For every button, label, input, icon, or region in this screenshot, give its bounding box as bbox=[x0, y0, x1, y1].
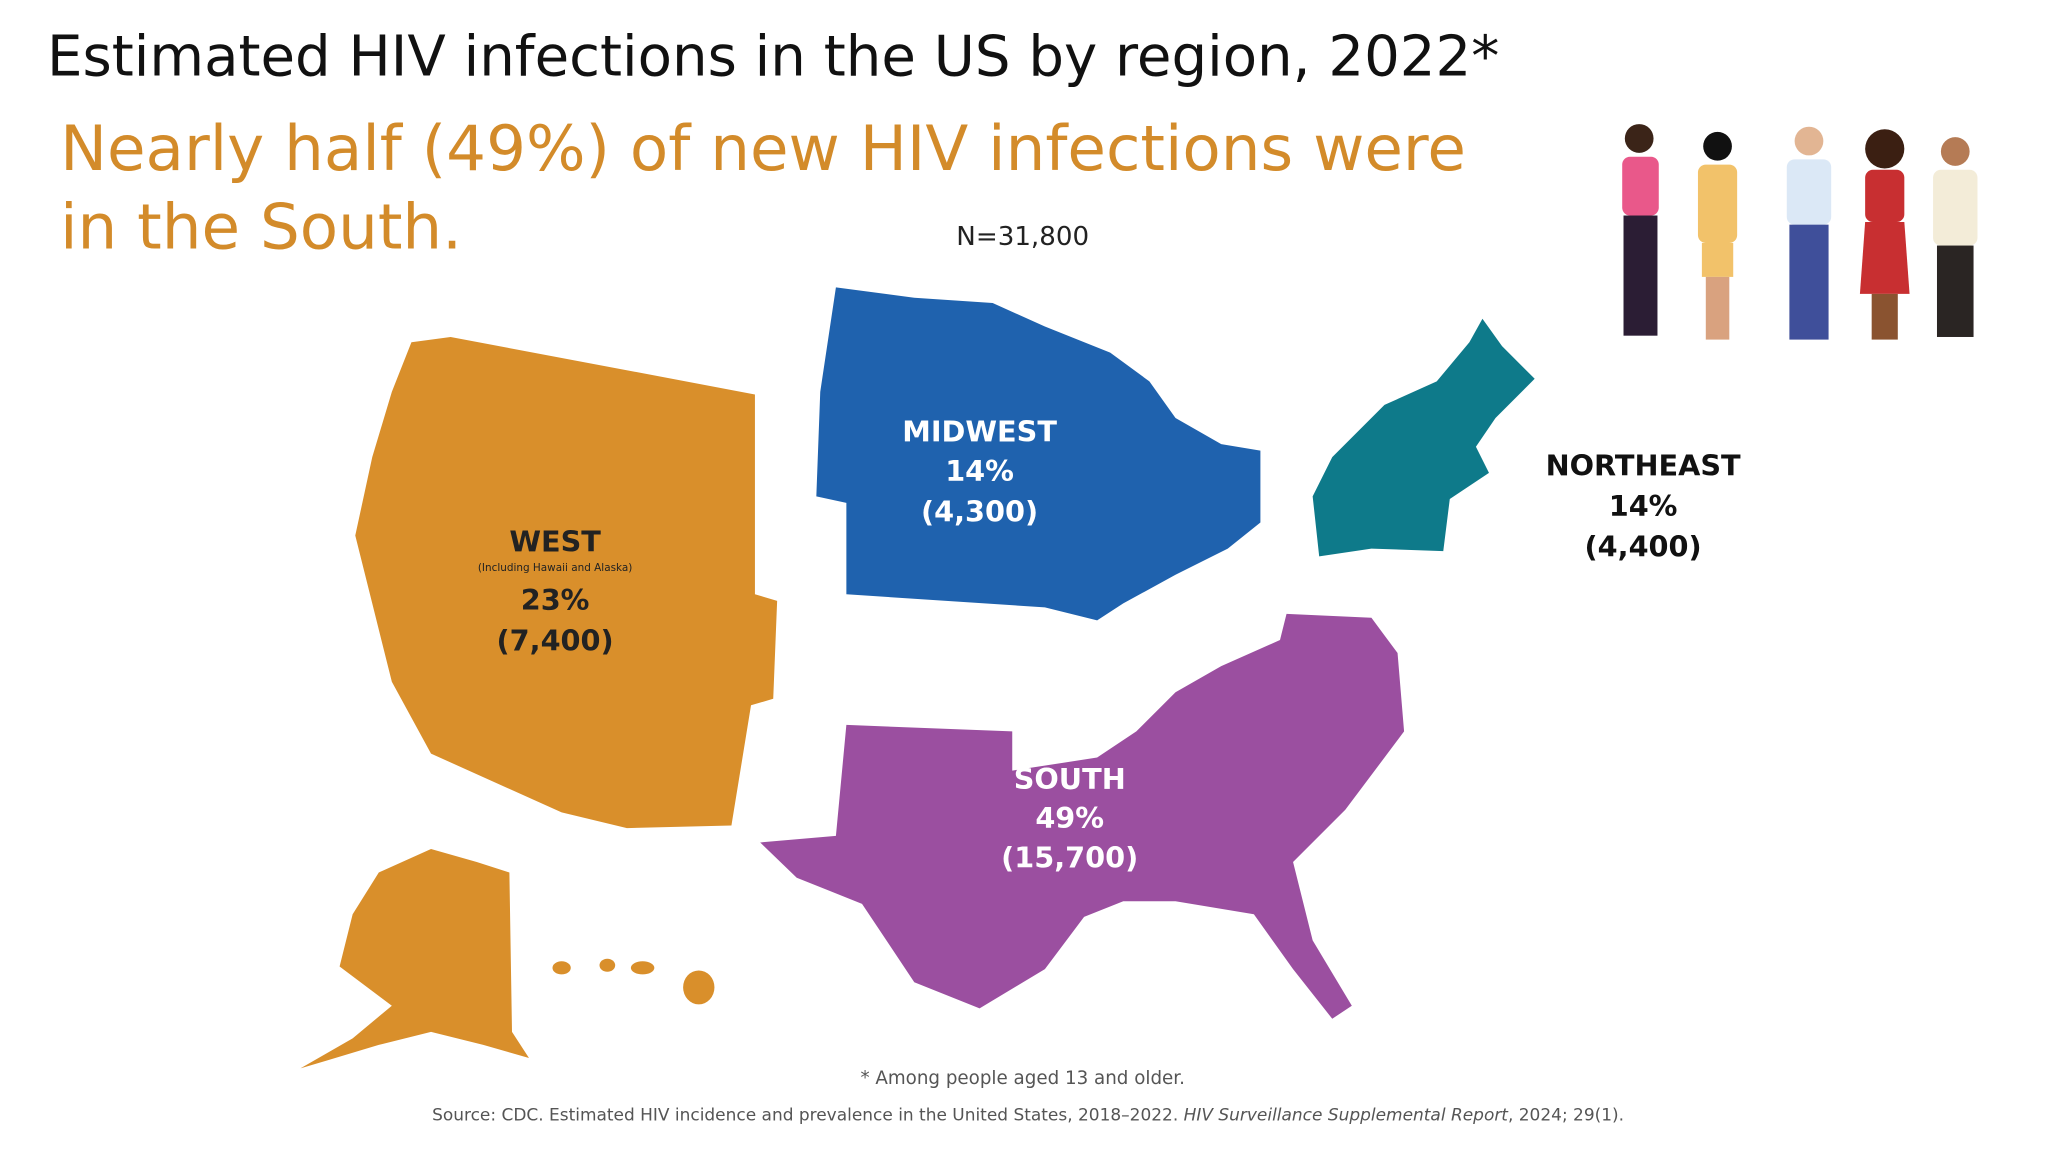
region-name: SOUTH bbox=[1014, 762, 1126, 796]
subtitle: in the South. bbox=[60, 190, 462, 263]
people-illustration bbox=[1622, 124, 1978, 340]
region-name: MIDWEST bbox=[902, 415, 1057, 449]
region-percent: 14% bbox=[945, 454, 1014, 488]
source-text: Source: CDC. Estimated HIV incidence and… bbox=[432, 1105, 1184, 1125]
footnote: * Among people aged 13 and older. bbox=[860, 1068, 1184, 1089]
title: Estimated HIV infections in the US by re… bbox=[47, 25, 1499, 90]
region-percent: 49% bbox=[1035, 801, 1104, 835]
region-name: WEST bbox=[509, 524, 601, 558]
subtitle: Nearly half (49%) of new HIV infections … bbox=[60, 112, 1466, 185]
south-region bbox=[760, 613, 1405, 1019]
midwest-region bbox=[816, 287, 1261, 621]
region-count: (15,700) bbox=[1001, 840, 1138, 874]
northeast-region bbox=[1312, 318, 1535, 557]
west-region bbox=[300, 336, 778, 1069]
region-count: (4,400) bbox=[1585, 530, 1702, 564]
region-percent: 23% bbox=[521, 583, 590, 617]
region-name: NORTHEAST bbox=[1546, 449, 1741, 483]
region-note: (Including Hawaii and Alaska) bbox=[478, 562, 633, 574]
total: N=31,800 bbox=[956, 222, 1089, 252]
source-journal: HIV Surveillance Supplemental Report bbox=[1184, 1105, 1510, 1125]
region-count: (7,400) bbox=[497, 624, 614, 658]
source: Source: CDC. Estimated HIV incidence and… bbox=[405, 1105, 1640, 1125]
region-count: (4,300) bbox=[921, 494, 1038, 528]
source-text: , 2024; 29(1). bbox=[1508, 1105, 1624, 1125]
region-percent: 14% bbox=[1609, 489, 1678, 523]
